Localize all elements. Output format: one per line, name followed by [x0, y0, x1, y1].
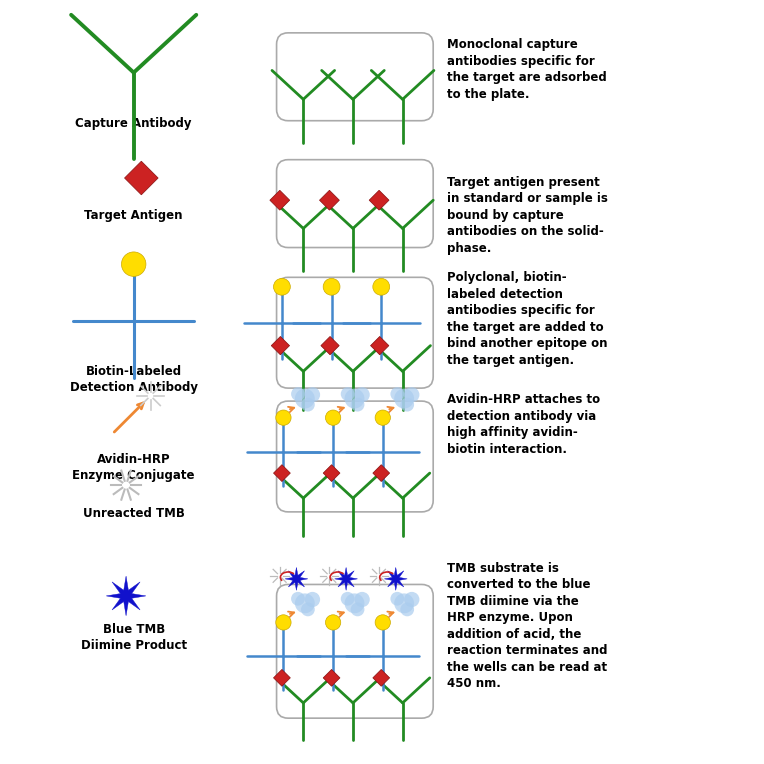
- Circle shape: [325, 410, 341, 426]
- Text: Avidin-HRP
Enzyme Conjugate: Avidin-HRP Enzyme Conjugate: [73, 453, 195, 482]
- Circle shape: [354, 387, 370, 403]
- Polygon shape: [106, 576, 146, 616]
- Circle shape: [305, 592, 320, 607]
- Circle shape: [390, 387, 404, 401]
- Circle shape: [400, 398, 414, 412]
- Circle shape: [345, 594, 364, 613]
- Polygon shape: [323, 669, 340, 686]
- Circle shape: [394, 594, 414, 613]
- Circle shape: [351, 603, 364, 617]
- Circle shape: [394, 389, 414, 409]
- Polygon shape: [125, 161, 158, 195]
- Circle shape: [404, 592, 419, 607]
- Circle shape: [291, 387, 305, 401]
- Circle shape: [274, 278, 290, 295]
- Polygon shape: [271, 336, 290, 354]
- Text: Blue TMB
Diimine Product: Blue TMB Diimine Product: [81, 623, 186, 652]
- Polygon shape: [335, 568, 358, 591]
- Circle shape: [375, 615, 390, 630]
- Polygon shape: [371, 336, 389, 354]
- Polygon shape: [319, 190, 339, 210]
- Circle shape: [121, 252, 146, 277]
- Text: Avidin-HRP attaches to
detection antibody via
high affinity avidin-
biotin inter: Avidin-HRP attaches to detection antibod…: [447, 393, 600, 456]
- Circle shape: [341, 592, 354, 606]
- Circle shape: [341, 387, 354, 401]
- Text: Monoclonal capture
antibodies specific for
the target are adsorbed
to the plate.: Monoclonal capture antibodies specific f…: [447, 38, 607, 101]
- FancyBboxPatch shape: [277, 584, 433, 718]
- Circle shape: [351, 398, 364, 412]
- Polygon shape: [285, 568, 308, 591]
- Circle shape: [301, 398, 315, 412]
- FancyBboxPatch shape: [277, 160, 433, 248]
- FancyBboxPatch shape: [277, 277, 433, 388]
- Text: Polyclonal, biotin-
labeled detection
antibodies specific for
the target are add: Polyclonal, biotin- labeled detection an…: [447, 271, 607, 367]
- Circle shape: [345, 389, 364, 409]
- Polygon shape: [274, 669, 290, 686]
- FancyBboxPatch shape: [277, 401, 433, 512]
- Circle shape: [390, 592, 404, 606]
- Circle shape: [295, 594, 315, 613]
- Circle shape: [400, 603, 414, 617]
- Text: Target antigen present
in standard or sample is
bound by capture
antibodies on t: Target antigen present in standard or sa…: [447, 176, 608, 254]
- Circle shape: [375, 410, 390, 426]
- Circle shape: [373, 278, 390, 295]
- Circle shape: [301, 603, 315, 617]
- Text: Unreacted TMB: Unreacted TMB: [83, 507, 185, 520]
- Circle shape: [323, 278, 340, 295]
- Text: Biotin-Labeled
Detection Antibody: Biotin-Labeled Detection Antibody: [70, 365, 198, 394]
- FancyBboxPatch shape: [277, 33, 433, 121]
- Circle shape: [276, 615, 291, 630]
- Polygon shape: [384, 568, 407, 591]
- Text: Capture Antibody: Capture Antibody: [76, 117, 192, 130]
- Circle shape: [305, 387, 320, 403]
- Circle shape: [404, 387, 419, 403]
- Circle shape: [276, 410, 291, 426]
- Circle shape: [295, 389, 315, 409]
- Text: TMB substrate is
converted to the blue
TMB diimine via the
HRP enzyme. Upon
addi: TMB substrate is converted to the blue T…: [447, 562, 607, 690]
- Polygon shape: [373, 465, 390, 481]
- Text: Target Antigen: Target Antigen: [85, 209, 183, 222]
- Polygon shape: [369, 190, 389, 210]
- Polygon shape: [270, 190, 290, 210]
- Polygon shape: [274, 465, 290, 481]
- Circle shape: [325, 615, 341, 630]
- Circle shape: [354, 592, 370, 607]
- Polygon shape: [323, 465, 340, 481]
- Polygon shape: [321, 336, 339, 354]
- Circle shape: [291, 592, 305, 606]
- Polygon shape: [373, 669, 390, 686]
